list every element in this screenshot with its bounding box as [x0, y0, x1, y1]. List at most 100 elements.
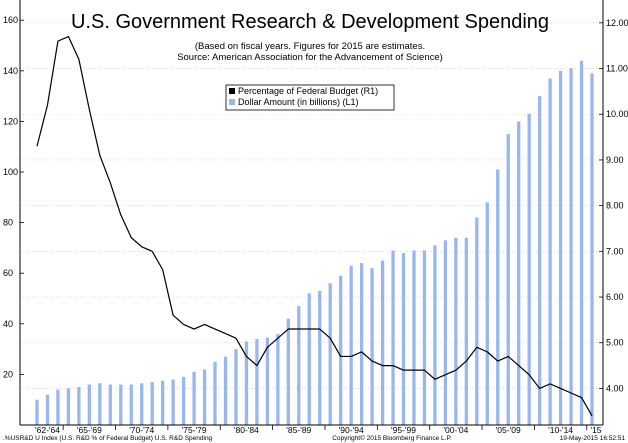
bar-dollar-amount	[202, 369, 207, 425]
bar-dollar-amount	[45, 394, 50, 425]
bar-dollar-amount	[517, 121, 521, 426]
right-axis-tick-label: 6.00	[606, 292, 624, 302]
bar-dollar-amount	[276, 333, 280, 425]
bar-dollar-amount	[328, 283, 332, 425]
footer-center: Copyright© 2015 Bloomberg Finance L.P.	[332, 434, 452, 442]
bar-dollar-amount	[443, 240, 448, 425]
right-axis-tick-label: 12.00	[606, 18, 628, 28]
chart-title: U.S. Government Research & Development S…	[71, 11, 549, 33]
x-axis-tick-label: '10-'14	[548, 425, 573, 435]
bar-dollar-amount	[537, 96, 542, 425]
x-axis-tick-label: '70-'74	[129, 425, 154, 435]
bar-dollar-amount	[401, 252, 406, 425]
x-axis-tick-label: '85-'89	[286, 425, 311, 435]
bar-dollar-amount	[150, 381, 154, 425]
right-axis-tick-label: 5.00	[606, 338, 624, 348]
bar-dollar-amount	[433, 245, 437, 425]
chart-subtitle-line1: (Based on fiscal years. Figures for 2015…	[195, 41, 425, 52]
bar-dollar-amount	[527, 113, 531, 425]
bar-dollar-amount	[119, 384, 123, 425]
left-axis-tick-label: 20	[3, 369, 13, 379]
left-axis-tick-label: 60	[3, 268, 13, 278]
bar-dollar-amount	[475, 217, 479, 425]
right-axis-tick-label: 11.00	[606, 64, 628, 74]
bar-dollar-amount	[422, 250, 427, 425]
x-axis-tick-label: '62-'64	[35, 425, 60, 435]
chart-subtitle-line2: Source: American Association for the Adv…	[177, 52, 443, 63]
bar-dollar-amount	[223, 356, 228, 425]
bar-dollar-amount	[56, 389, 60, 425]
bar-dollar-amount	[286, 318, 290, 425]
x-axis-tick-label: '15	[590, 425, 601, 435]
x-axis-tick-label: '00-'04	[443, 425, 468, 435]
line-percentage-federal-budget	[36, 35, 593, 417]
bar-dollar-amount	[297, 306, 301, 425]
x-axis-tick-label: '65-'69	[77, 425, 102, 435]
bar-dollar-amount	[412, 250, 416, 425]
bar-dollar-amount	[234, 349, 238, 425]
legend-box	[225, 84, 395, 111]
legend-swatch-dollar	[229, 99, 235, 105]
bar-dollar-amount	[255, 338, 259, 425]
bar-dollar-amount	[391, 250, 395, 425]
bar-dollar-amount	[548, 78, 552, 426]
left-axis-tick-label: 120	[3, 116, 18, 126]
right-axis-tick-label: 7.00	[606, 246, 624, 256]
bar-dollar-amount	[171, 379, 175, 425]
bar-dollar-amount	[454, 237, 458, 425]
bar-dollar-amount	[35, 399, 39, 425]
left-axis-tick-label: 80	[3, 218, 13, 228]
bar-dollar-amount	[496, 169, 500, 425]
bar-dollar-amount	[265, 337, 270, 425]
left-axis-tick-label: 100	[3, 167, 18, 177]
bar-dollar-amount	[318, 290, 322, 425]
bar-dollar-amount	[506, 134, 510, 425]
bar-dollar-amount	[87, 384, 92, 425]
x-axis-tick-label: '75-'79	[182, 425, 207, 435]
bar-dollar-amount	[307, 293, 311, 425]
line-layer	[36, 35, 593, 417]
left-axis-tick-label: 40	[3, 319, 13, 329]
right-axis-tick-label: 8.00	[606, 201, 624, 211]
left-axis-tick-label: 160	[3, 15, 18, 25]
right-axis-tick-label: 9.00	[606, 155, 624, 165]
bar-dollar-amount	[77, 387, 81, 425]
bar-dollar-amount	[66, 388, 71, 425]
bar-dollar-amount	[181, 376, 186, 425]
bar-layer	[35, 60, 594, 426]
bar-dollar-amount	[192, 371, 196, 426]
legend-label-dollar: Dollar Amount (in billions) (L1)	[238, 97, 359, 107]
x-axis-tick-label: '90-'94	[339, 425, 364, 435]
bar-dollar-amount	[108, 384, 112, 425]
bar-dollar-amount	[339, 275, 343, 425]
left-axis-tick-label: 140	[3, 66, 18, 76]
bar-dollar-amount	[140, 383, 144, 425]
bar-dollar-amount	[349, 265, 353, 426]
legend-label-percentage: Percentage of Federal Budget (R1)	[238, 86, 378, 96]
bar-dollar-amount	[370, 268, 374, 425]
x-axis-tick-label: '95-'99	[391, 425, 416, 435]
bar-dollar-amount	[590, 73, 594, 426]
bar-dollar-amount	[98, 383, 102, 425]
bar-dollar-amount	[569, 68, 573, 426]
bar-dollar-amount	[161, 380, 165, 425]
right-axis-tick-label: 10.00	[606, 109, 628, 119]
footer-left: .%USR&D U Index (U.S. R&D % of Federal B…	[3, 435, 213, 442]
bar-dollar-amount	[558, 70, 563, 425]
bar-dollar-amount	[213, 361, 217, 425]
legend: Percentage of Federal Budget (R1) Dollar…	[225, 84, 395, 111]
grid-layer	[20, 22, 603, 389]
bar-dollar-amount	[485, 202, 489, 425]
x-axis-tick-label: '05-'09	[496, 425, 521, 435]
right-axis-tick-label: 4.00	[606, 383, 624, 393]
bar-dollar-amount	[244, 341, 249, 425]
bar-dollar-amount	[579, 60, 584, 426]
legend-swatch-percentage	[229, 88, 235, 94]
bar-dollar-amount	[359, 263, 364, 425]
axis-layer: 20 40 60 80 100 120 140 160 4.00 5.00 6.00 7.00 8.00…	[3, 15, 628, 435]
footer-right: 19-May-2015 16:52:51	[560, 435, 626, 442]
bar-dollar-amount	[129, 384, 133, 425]
x-axis-tick-label: '80-'84	[234, 425, 259, 435]
